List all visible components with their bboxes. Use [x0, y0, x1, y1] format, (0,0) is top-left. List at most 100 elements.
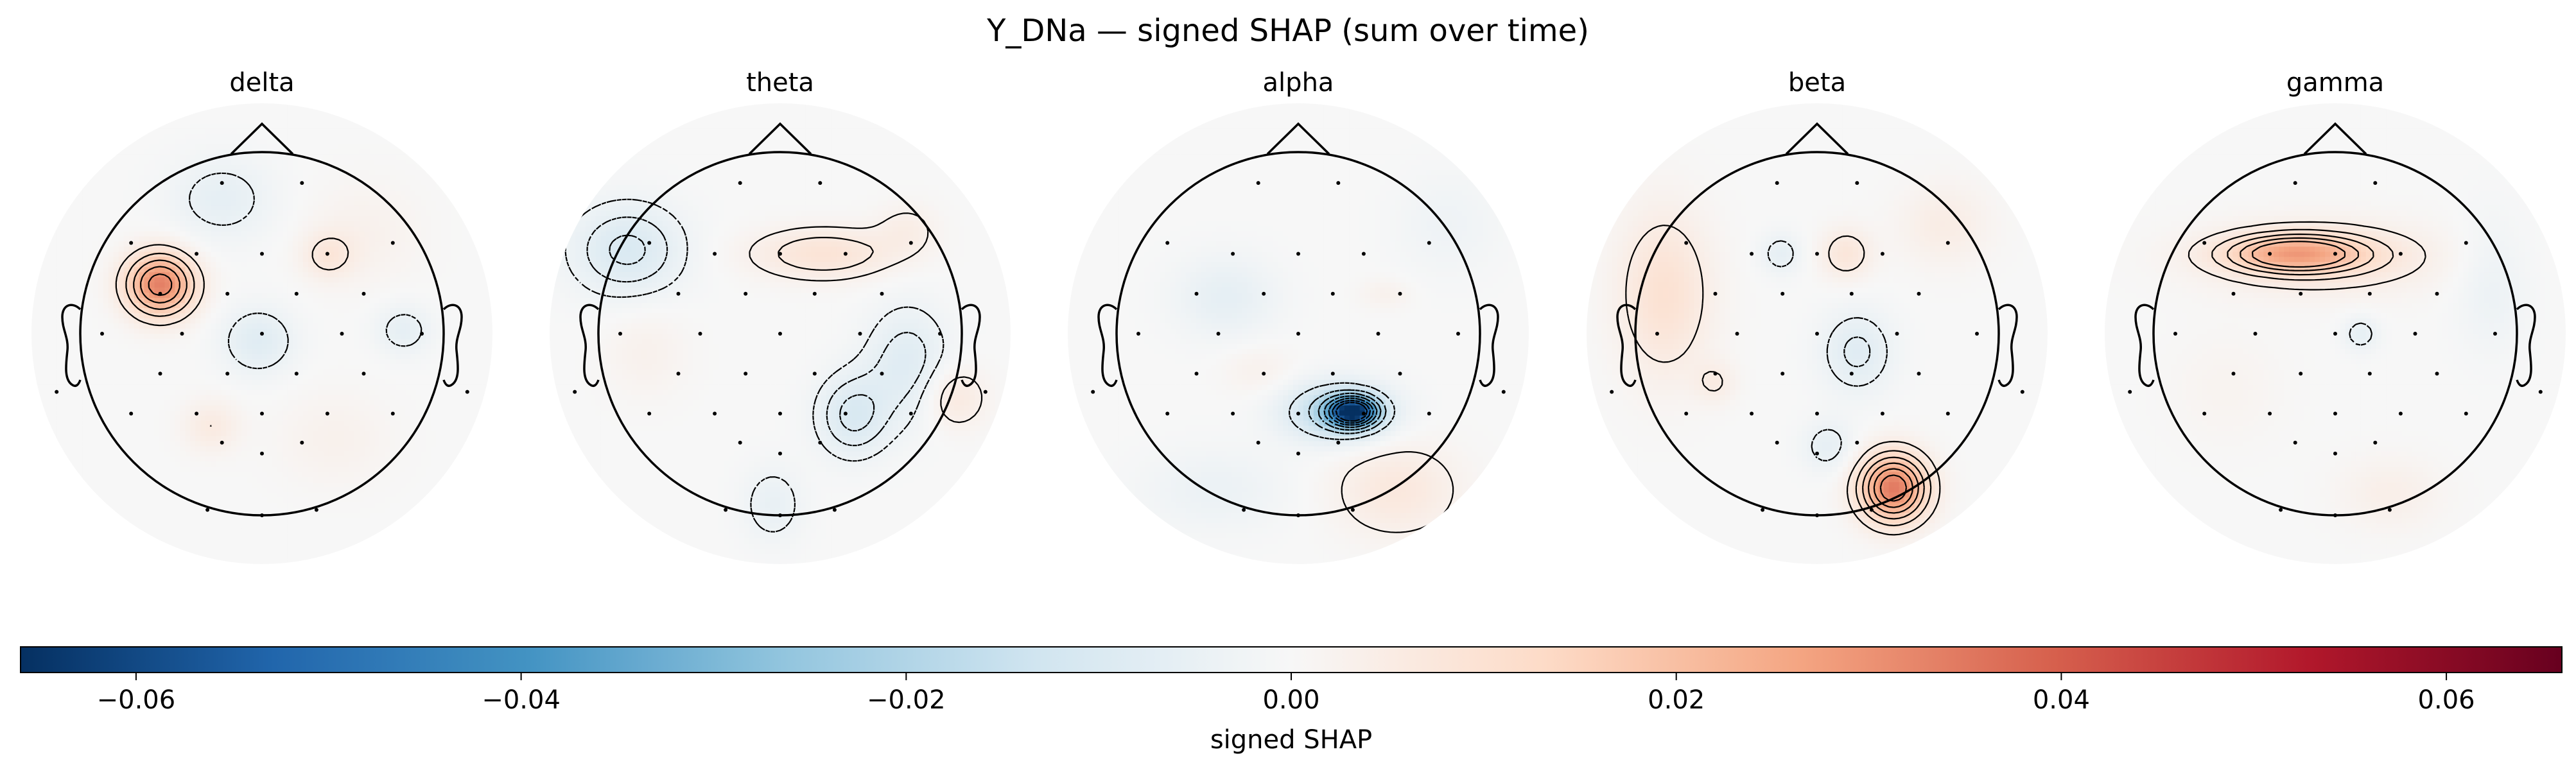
- sensor-dot: [1780, 291, 1785, 296]
- sensor-dot: [180, 332, 184, 336]
- sensor-dot: [390, 411, 395, 416]
- sensor-dot: [1750, 411, 1754, 416]
- sensor-dot: [778, 252, 782, 256]
- colorbar-tick-label: 0.04: [2033, 685, 2090, 715]
- sensor-dot: [2538, 390, 2543, 394]
- topomap-panel-beta: beta: [1587, 68, 2048, 564]
- sensor-markers: [573, 181, 988, 517]
- sensor-dot: [2464, 241, 2468, 245]
- sensor-dot: [1262, 291, 1266, 296]
- sensor-dot: [205, 508, 210, 512]
- sensor-dot: [1917, 291, 1921, 296]
- sensor-dot: [2435, 291, 2439, 296]
- sensor-dot: [1350, 508, 1355, 512]
- sensor-dot: [778, 332, 782, 336]
- contour-negative: [1318, 392, 1382, 431]
- sensor-dot: [832, 508, 837, 512]
- topomap-panel-alpha: alpha: [1068, 68, 1529, 564]
- sensor-dot: [1262, 372, 1266, 376]
- sensor-dot: [1815, 252, 1819, 256]
- sensor-dot: [812, 372, 817, 376]
- contour-negative: [2349, 322, 2373, 346]
- right-ear-outline: [1479, 304, 1499, 388]
- sensor-dot: [744, 372, 748, 376]
- sensor-dot: [1091, 390, 1095, 394]
- contour-lines: [564, 198, 983, 533]
- sensor-dot: [983, 390, 988, 394]
- sensor-dot: [1735, 332, 1739, 336]
- contour-positive: [2251, 241, 2346, 268]
- sensor-dot: [1194, 291, 1199, 296]
- contour-lines: [1625, 225, 1941, 536]
- sensor-dot: [738, 181, 742, 185]
- sensor-dot: [55, 390, 59, 394]
- sensor-dot: [2413, 332, 2417, 336]
- sensor-dot: [2398, 252, 2403, 256]
- left-ear-outline: [579, 304, 600, 388]
- sensor-dot: [1855, 440, 1859, 445]
- sensor-dot: [1256, 440, 1260, 445]
- sensor-dot: [1750, 252, 1754, 256]
- sensor-dot: [1216, 332, 1221, 336]
- sensor-dot: [843, 411, 848, 416]
- interpolated-field: [1587, 103, 2048, 564]
- sensor-dot: [880, 291, 884, 296]
- sensor-dot: [1880, 252, 1884, 256]
- contour-lines: [1288, 382, 1454, 533]
- sensor-dot: [713, 252, 717, 256]
- sensor-dot: [676, 372, 681, 376]
- sensor-dot: [1456, 332, 1460, 336]
- sensor-dot: [1945, 241, 1950, 245]
- contour-positive: [1867, 462, 1919, 514]
- sensor-dot: [1330, 372, 1335, 376]
- sensor-dot: [325, 252, 329, 256]
- colorbar-tick-label: −0.04: [482, 685, 561, 715]
- nose-outline: [230, 122, 294, 155]
- contour-positive: [1873, 468, 1913, 508]
- sensor-dot: [2367, 291, 2372, 296]
- sensor-dot: [361, 291, 366, 296]
- sensor-dot: [2020, 390, 2024, 394]
- sensor-dot: [260, 513, 264, 517]
- sensor-dot: [2268, 411, 2272, 416]
- topomap-panel-theta: theta: [550, 68, 1011, 564]
- sensor-dot: [1501, 390, 1506, 394]
- contour-lines: [2188, 221, 2426, 346]
- contour-positive: [1341, 451, 1454, 533]
- sensor-dot: [1398, 372, 1402, 376]
- sensor-dot: [1815, 411, 1819, 416]
- colorbar-label: signed SHAP: [1210, 725, 1372, 755]
- sensor-dot: [2128, 390, 2132, 394]
- sensor-dot: [1427, 411, 1431, 416]
- nose-outline: [2303, 122, 2367, 155]
- sensor-dot: [1713, 291, 1718, 296]
- sensor-dot: [1775, 181, 1779, 185]
- contour-positive: [148, 273, 173, 296]
- contour-negative: [1332, 399, 1371, 424]
- sensor-dot: [778, 451, 782, 456]
- sensor-dot: [2173, 332, 2177, 336]
- contour-negative: [1328, 397, 1375, 426]
- nose-outline: [1785, 122, 1849, 155]
- sensor-dot: [2435, 372, 2439, 376]
- sensor-dot: [2293, 440, 2297, 445]
- sensor-dot: [2231, 291, 2236, 296]
- sensor-dot: [1815, 451, 1819, 456]
- sensor-dot: [909, 411, 913, 416]
- sensor-dot: [2367, 372, 2372, 376]
- colorbar-tick-label: −0.06: [97, 685, 176, 715]
- contour-positive: [2240, 237, 2359, 271]
- sensor-dot: [465, 390, 469, 394]
- right-ear-outline: [961, 304, 981, 388]
- sensor-dot: [1975, 332, 1979, 336]
- sensor-dot: [158, 291, 162, 296]
- sensor-dot: [294, 372, 299, 376]
- sensor-dot: [1361, 411, 1366, 416]
- contour-negative: [1308, 389, 1387, 434]
- sensor-dot: [713, 411, 717, 416]
- colorbar-tick-label: 0.00: [1262, 685, 1319, 715]
- panel-title: delta: [229, 68, 294, 98]
- sensor-dot: [778, 411, 782, 416]
